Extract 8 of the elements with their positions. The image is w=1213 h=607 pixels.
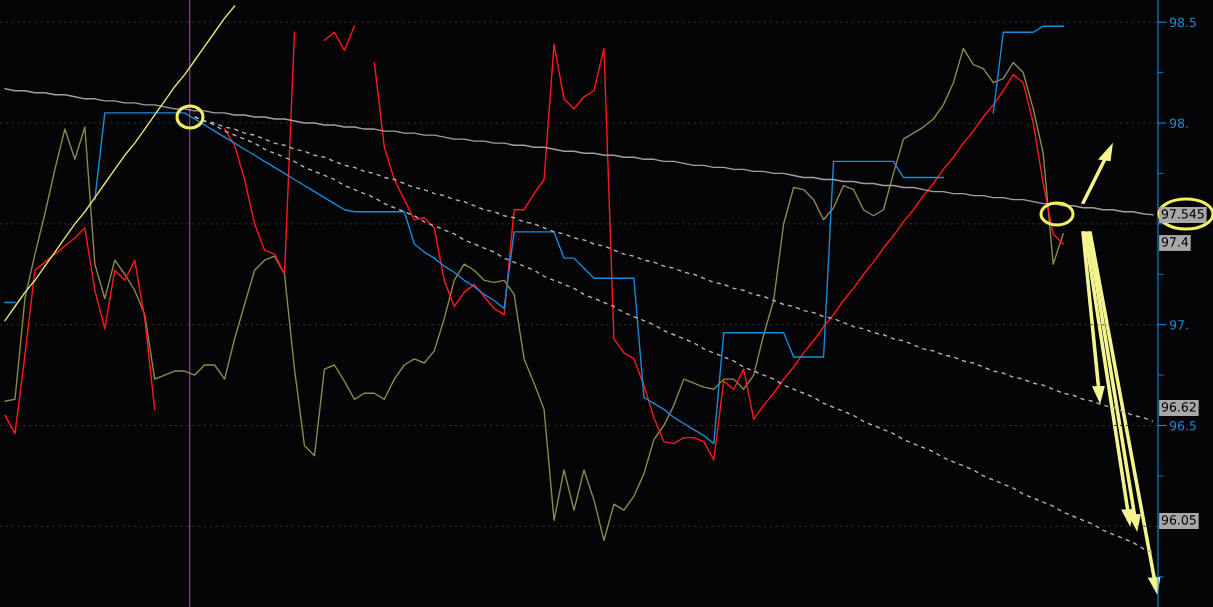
text: 96.05	[1161, 515, 1196, 525]
y-tick-label: 97.	[1169, 320, 1188, 330]
text: 96.62	[1161, 402, 1196, 412]
y-tick-label: 96.5	[1169, 420, 1196, 431]
y-tick-label: 98.	[1169, 118, 1188, 128]
text: 97.4	[1161, 237, 1189, 247]
text: 97.545	[1161, 209, 1204, 219]
y-tick-label: 98.5	[1169, 17, 1196, 28]
